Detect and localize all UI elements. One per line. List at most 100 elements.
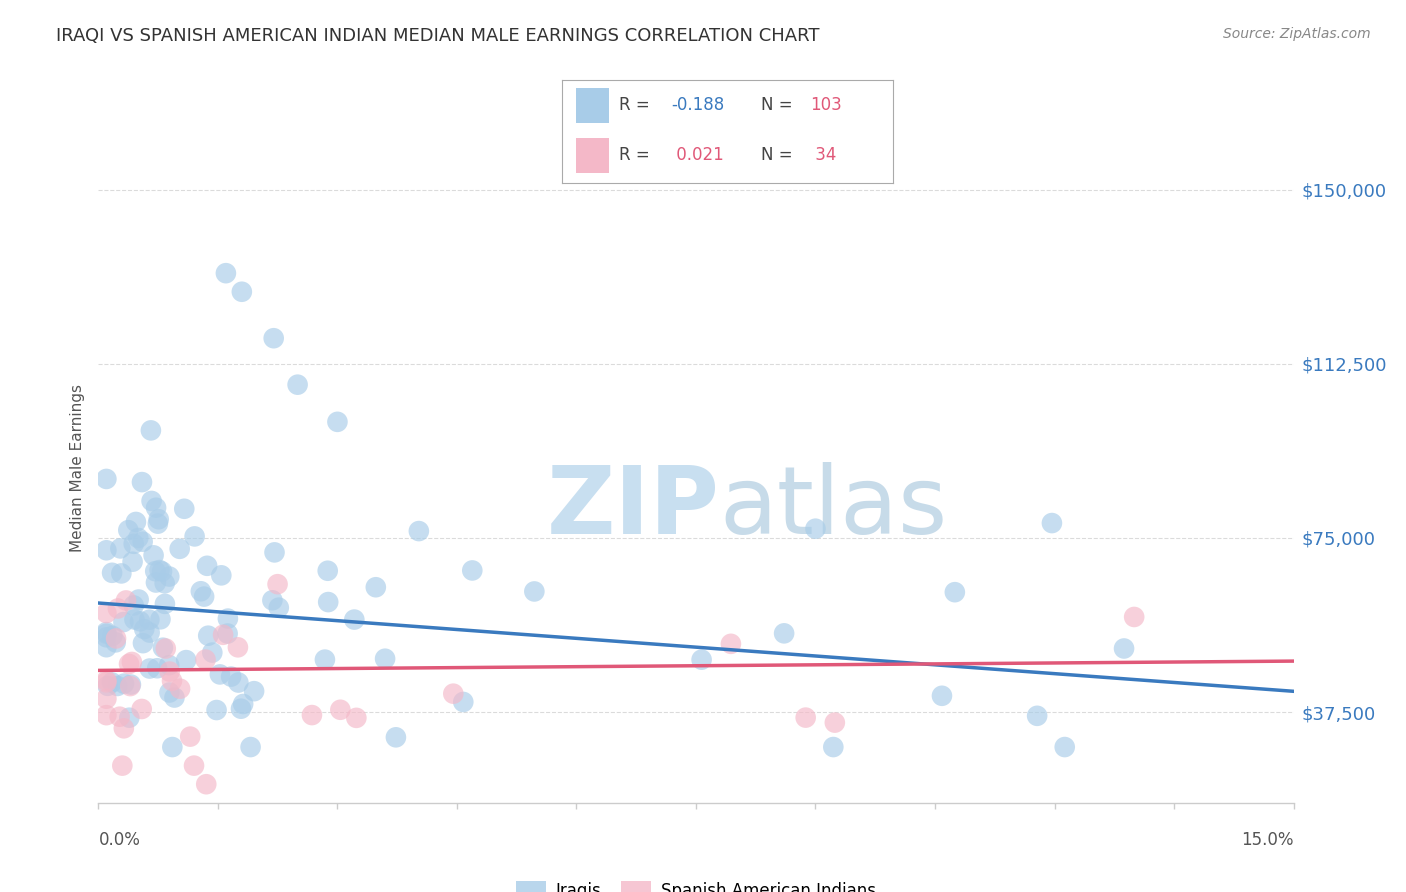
Point — [215, 266, 238, 280]
Point — [96, 640, 118, 655]
Point — [212, 628, 235, 642]
Point — [190, 584, 212, 599]
Point — [823, 740, 845, 755]
Point — [173, 501, 195, 516]
Point — [193, 590, 215, 604]
Point — [157, 658, 180, 673]
Point — [163, 690, 186, 705]
Point — [824, 715, 846, 730]
Point — [148, 563, 170, 577]
Point — [96, 627, 118, 641]
Point — [148, 512, 170, 526]
Point — [1123, 610, 1146, 624]
Y-axis label: Median Male Earnings: Median Male Earnings — [69, 384, 84, 552]
Point — [96, 673, 118, 688]
Point — [226, 640, 249, 655]
Point — [138, 625, 160, 640]
Point — [149, 612, 172, 626]
Text: R =: R = — [619, 146, 655, 164]
Text: N =: N = — [761, 146, 797, 164]
Point — [217, 611, 239, 625]
Point — [122, 599, 145, 613]
Point — [96, 691, 118, 706]
Point — [96, 543, 118, 558]
Text: N =: N = — [761, 96, 797, 114]
Point — [343, 613, 366, 627]
Point — [219, 670, 242, 684]
Point — [195, 777, 218, 791]
Point — [174, 653, 197, 667]
Point — [125, 515, 148, 529]
Point — [231, 285, 253, 299]
Point — [131, 534, 153, 549]
Point — [314, 652, 336, 666]
Text: 34: 34 — [810, 146, 837, 164]
Point — [162, 740, 184, 755]
Point — [101, 566, 124, 580]
Point — [96, 606, 118, 620]
Point — [1040, 516, 1063, 530]
Point — [157, 569, 180, 583]
Point — [105, 632, 128, 646]
Point — [461, 564, 484, 578]
Point — [142, 549, 165, 563]
Text: 15.0%: 15.0% — [1241, 830, 1294, 848]
Point — [266, 577, 288, 591]
Point — [943, 585, 966, 599]
Point — [124, 613, 146, 627]
Point — [146, 661, 169, 675]
Point — [263, 331, 285, 345]
Point — [169, 541, 191, 556]
Point — [194, 652, 217, 666]
Bar — [575, 137, 609, 173]
Text: ZIP: ZIP — [547, 462, 720, 555]
Point — [128, 592, 150, 607]
Point — [179, 730, 201, 744]
Point — [690, 653, 713, 667]
Point — [385, 731, 408, 745]
Point — [267, 600, 290, 615]
Point — [229, 702, 252, 716]
Point — [153, 597, 176, 611]
Point — [316, 564, 339, 578]
Point — [1112, 641, 1135, 656]
Text: IRAQI VS SPANISH AMERICAN INDIAN MEDIAN MALE EARNINGS CORRELATION CHART: IRAQI VS SPANISH AMERICAN INDIAN MEDIAN … — [56, 27, 820, 45]
Point — [152, 640, 174, 655]
Point — [159, 665, 181, 679]
Bar — [575, 88, 609, 123]
Point — [138, 661, 160, 675]
Point — [183, 758, 205, 772]
Point — [316, 595, 339, 609]
Point — [931, 689, 953, 703]
Point — [195, 558, 218, 573]
Point — [96, 630, 118, 644]
Point — [159, 685, 181, 699]
Point — [134, 622, 156, 636]
Point — [523, 584, 546, 599]
Text: 103: 103 — [810, 96, 842, 114]
Point — [96, 625, 118, 640]
Text: 0.021: 0.021 — [672, 146, 724, 164]
Point — [104, 635, 127, 649]
Point — [131, 702, 153, 716]
Point — [169, 681, 191, 696]
Point — [111, 758, 134, 772]
Point — [183, 529, 205, 543]
Point — [205, 703, 228, 717]
Point — [374, 651, 396, 665]
Point — [115, 593, 138, 607]
Point — [145, 575, 167, 590]
Point — [120, 677, 142, 691]
Point — [453, 695, 475, 709]
Point — [129, 615, 152, 629]
Point — [118, 711, 141, 725]
Point — [344, 711, 367, 725]
Point — [121, 655, 143, 669]
Point — [1026, 708, 1049, 723]
Point — [364, 580, 387, 594]
Point — [239, 740, 262, 755]
Point — [197, 629, 219, 643]
Point — [794, 710, 817, 724]
Point — [121, 555, 143, 569]
Point — [107, 679, 129, 693]
